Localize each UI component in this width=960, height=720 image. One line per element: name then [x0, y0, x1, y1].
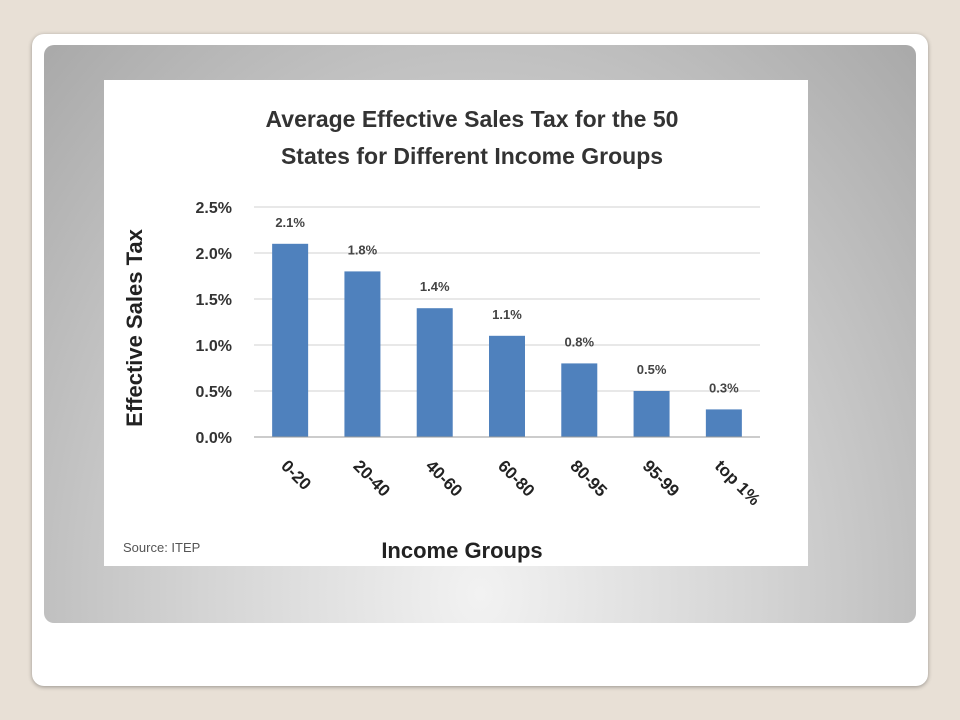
x-tick-label: 95-99: [639, 456, 683, 500]
y-tick-label: 1.0%: [196, 338, 232, 355]
chart-title-line-1: Average Effective Sales Tax for the 50: [266, 106, 679, 132]
x-tick-label: 0-20: [277, 456, 314, 493]
x-tick-label: top 1%: [711, 456, 764, 509]
y-tick-label: 1.5%: [196, 292, 232, 309]
data-label: 1.1%: [492, 307, 522, 322]
data-labels: 2.1% 1.8% 1.4% 1.1% 0.8% 0.5% 0.3%: [275, 215, 739, 396]
data-label: 0.5%: [637, 362, 667, 377]
data-label: 1.4%: [420, 279, 450, 294]
bar: [416, 308, 453, 437]
x-tick-labels: 0-20 20-40 40-60 60-80 80-95 95-99 top 1%: [277, 456, 764, 509]
y-tick-label: 0.5%: [196, 384, 232, 401]
data-label: 0.3%: [709, 380, 739, 395]
x-axis-title: Income Groups: [381, 538, 542, 563]
x-tick-label: 60-80: [494, 456, 538, 500]
bars: [272, 243, 742, 437]
bar: [489, 335, 525, 437]
y-tick-label: 2.5%: [196, 200, 232, 217]
x-tick-label: 80-95: [566, 456, 610, 500]
bar: [705, 409, 742, 437]
x-tick-label: 40-60: [422, 456, 466, 500]
bar: [633, 391, 670, 437]
y-tick-labels: 0.0% 0.5% 1.0% 1.5% 2.0% 2.5%: [196, 200, 232, 447]
data-label: 2.1%: [275, 215, 305, 230]
bar: [561, 363, 598, 437]
chart-panel: Average Effective Sales Tax for the 50 S…: [104, 80, 808, 566]
bar-chart: Average Effective Sales Tax for the 50 S…: [122, 106, 764, 563]
source-note: Source: ITEP: [123, 540, 200, 555]
data-label: 1.8%: [348, 242, 378, 257]
x-tick-label: 20-40: [350, 456, 394, 500]
bar: [272, 243, 309, 437]
chart-title-line-2: States for Different Income Groups: [281, 143, 663, 169]
y-axis-title: Effective Sales Tax: [122, 228, 147, 426]
y-tick-label: 0.0%: [196, 430, 232, 447]
data-label: 0.8%: [564, 334, 594, 349]
bar: [344, 271, 381, 437]
y-tick-label: 2.0%: [196, 246, 232, 263]
